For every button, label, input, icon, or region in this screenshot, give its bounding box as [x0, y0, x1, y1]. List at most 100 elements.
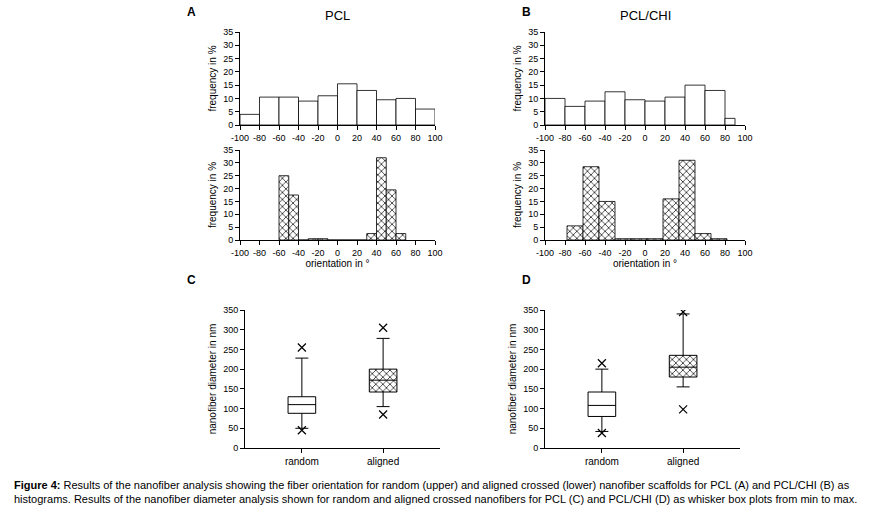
svg-text:5: 5 [533, 222, 538, 232]
svg-text:10: 10 [223, 94, 233, 104]
svg-text:20: 20 [660, 248, 670, 258]
svg-text:80: 80 [720, 248, 730, 258]
svg-text:0: 0 [233, 443, 238, 453]
svg-text:15: 15 [223, 80, 233, 90]
svg-text:-40: -40 [292, 133, 305, 143]
svg-text:300: 300 [223, 325, 238, 335]
svg-text:10: 10 [528, 209, 538, 219]
svg-text:frequency in %: frequency in % [512, 45, 523, 111]
svg-text:20: 20 [223, 184, 233, 194]
svg-text:250: 250 [223, 345, 238, 355]
svg-text:-100: -100 [231, 248, 249, 258]
svg-text:10: 10 [223, 209, 233, 219]
svg-text:200: 200 [523, 364, 538, 374]
svg-text:random: random [285, 456, 319, 467]
svg-text:25: 25 [528, 171, 538, 181]
svg-text:-40: -40 [598, 133, 611, 143]
svg-text:60: 60 [391, 133, 401, 143]
svg-text:5: 5 [228, 222, 233, 232]
svg-text:30: 30 [223, 158, 233, 168]
svg-text:-100: -100 [231, 133, 249, 143]
svg-text:15: 15 [223, 197, 233, 207]
svg-text:0: 0 [533, 235, 538, 245]
svg-text:-20: -20 [618, 248, 631, 258]
svg-text:5: 5 [533, 107, 538, 117]
svg-text:0: 0 [533, 443, 538, 453]
svg-text:-20: -20 [618, 133, 631, 143]
svg-text:-100: -100 [536, 248, 554, 258]
svg-text:150: 150 [523, 384, 538, 394]
svg-text:200: 200 [223, 364, 238, 374]
svg-text:20: 20 [528, 184, 538, 194]
svg-text:20: 20 [352, 133, 362, 143]
svg-text:100: 100 [737, 248, 752, 258]
svg-text:25: 25 [223, 171, 233, 181]
svg-text:35: 35 [223, 27, 233, 37]
svg-text:0: 0 [228, 120, 233, 130]
svg-text:40: 40 [680, 133, 690, 143]
svg-text:B: B [522, 5, 531, 19]
svg-text:25: 25 [223, 54, 233, 64]
svg-text:D: D [522, 273, 531, 287]
svg-text:PCL: PCL [325, 8, 350, 23]
svg-text:0: 0 [335, 248, 340, 258]
svg-text:5: 5 [228, 107, 233, 117]
svg-text:C: C [187, 273, 196, 287]
svg-text:orientation in °: orientation in ° [613, 258, 677, 269]
svg-text:PCL/CHI: PCL/CHI [620, 8, 671, 23]
svg-text:100: 100 [223, 404, 238, 414]
svg-text:-20: -20 [311, 133, 324, 143]
svg-text:-80: -80 [558, 248, 571, 258]
svg-text:frequency in %: frequency in % [207, 45, 218, 111]
svg-text:20: 20 [352, 248, 362, 258]
svg-text:nanofiber diameter in nm: nanofiber diameter in nm [507, 324, 518, 435]
svg-text:0: 0 [533, 120, 538, 130]
svg-text:-100: -100 [536, 133, 554, 143]
svg-text:20: 20 [528, 67, 538, 77]
svg-text:frequency in %: frequency in % [512, 162, 523, 228]
svg-text:100: 100 [427, 248, 442, 258]
svg-text:35: 35 [528, 27, 538, 37]
svg-text:35: 35 [528, 145, 538, 155]
svg-text:250: 250 [523, 345, 538, 355]
svg-text:40: 40 [371, 133, 381, 143]
svg-text:50: 50 [228, 423, 238, 433]
svg-text:30: 30 [528, 158, 538, 168]
svg-text:0: 0 [642, 133, 647, 143]
svg-text:0: 0 [335, 133, 340, 143]
svg-text:-80: -80 [253, 133, 266, 143]
svg-text:0: 0 [228, 235, 233, 245]
svg-text:100: 100 [737, 133, 752, 143]
svg-text:25: 25 [528, 54, 538, 64]
svg-text:30: 30 [528, 40, 538, 50]
svg-text:50: 50 [528, 423, 538, 433]
svg-text:nanofiber diameter in nm: nanofiber diameter in nm [207, 324, 218, 435]
svg-text:300: 300 [523, 325, 538, 335]
svg-text:frequency in %: frequency in % [207, 162, 218, 228]
svg-text:-80: -80 [558, 133, 571, 143]
svg-text:80: 80 [410, 248, 420, 258]
svg-text:30: 30 [223, 40, 233, 50]
svg-text:60: 60 [700, 248, 710, 258]
svg-text:-80: -80 [253, 248, 266, 258]
svg-text:10: 10 [528, 94, 538, 104]
svg-text:80: 80 [720, 133, 730, 143]
svg-text:40: 40 [680, 248, 690, 258]
svg-text:15: 15 [528, 80, 538, 90]
svg-text:350: 350 [523, 305, 538, 315]
svg-text:-60: -60 [578, 133, 591, 143]
svg-text:40: 40 [371, 248, 381, 258]
svg-text:80: 80 [410, 133, 420, 143]
svg-text:-60: -60 [272, 248, 285, 258]
svg-text:0: 0 [642, 248, 647, 258]
svg-text:350: 350 [223, 305, 238, 315]
svg-text:35: 35 [223, 145, 233, 155]
svg-text:-60: -60 [578, 248, 591, 258]
svg-text:-40: -40 [292, 248, 305, 258]
svg-text:60: 60 [700, 133, 710, 143]
svg-text:100: 100 [523, 404, 538, 414]
svg-text:100: 100 [427, 133, 442, 143]
svg-text:15: 15 [528, 197, 538, 207]
svg-text:aligned: aligned [367, 456, 399, 467]
svg-text:A: A [187, 5, 196, 19]
